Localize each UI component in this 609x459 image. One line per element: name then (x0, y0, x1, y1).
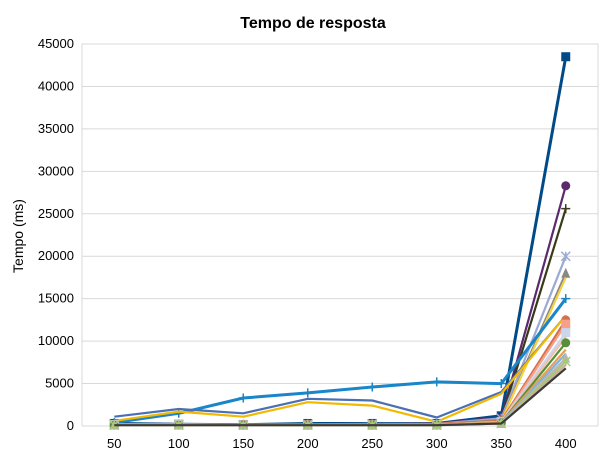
chart-title: Tempo de resposta (240, 15, 386, 32)
series-line (114, 314, 567, 419)
x-tick-label: 250 (361, 436, 383, 451)
series-7 (109, 294, 571, 428)
data-point (560, 251, 571, 262)
data-point (561, 328, 571, 338)
x-tick-label: 350 (490, 436, 512, 451)
y-tick-label: 0 (67, 418, 74, 433)
y-tick-label: 20000 (38, 248, 74, 263)
data-point (367, 382, 377, 392)
series-lines (109, 52, 571, 431)
y-axis-label: Tempo (ms) (10, 199, 26, 273)
data-point (561, 294, 571, 304)
x-tick-label: 400 (555, 436, 577, 451)
data-point (432, 377, 442, 387)
data-point (561, 338, 571, 348)
series-line (114, 314, 567, 423)
x-tick-label: 300 (426, 436, 448, 451)
x-axis-ticks: 50 100 150 200 250 300 350 400 (107, 436, 577, 451)
y-tick-label: 35000 (38, 121, 74, 136)
series-9 (114, 314, 567, 423)
data-point (496, 379, 506, 389)
data-point (561, 319, 571, 329)
y-tick-label: 30000 (38, 163, 74, 178)
data-point (561, 267, 571, 278)
series-1 (109, 52, 571, 430)
y-tick-label: 25000 (38, 206, 74, 221)
data-point (238, 393, 248, 403)
y-tick-label: 10000 (38, 333, 74, 348)
y-tick-label: 40000 (38, 78, 74, 93)
x-tick-label: 200 (297, 436, 319, 451)
x-tick-label: 150 (232, 436, 254, 451)
series-3 (109, 204, 571, 430)
series-20 (114, 367, 567, 427)
series-line (114, 56, 568, 427)
data-point (561, 204, 571, 214)
series-line (114, 367, 567, 427)
y-tick-label: 45000 (38, 36, 74, 51)
y-tick-label: 5000 (45, 376, 74, 391)
x-tick-label: 100 (168, 436, 190, 451)
series-4 (109, 251, 571, 430)
data-point (303, 388, 313, 398)
data-point (561, 181, 571, 191)
data-point (560, 356, 571, 367)
data-point (109, 420, 120, 431)
y-axis-ticks: 0 5000 10000 15000 20000 25000 30000 35000 40000… (38, 36, 74, 433)
x-tick-label: 50 (107, 436, 121, 451)
series-8 (114, 314, 567, 419)
data-point (561, 52, 571, 62)
data-point (174, 408, 184, 418)
y-tick-label: 15000 (38, 291, 74, 306)
series-line (114, 272, 567, 426)
